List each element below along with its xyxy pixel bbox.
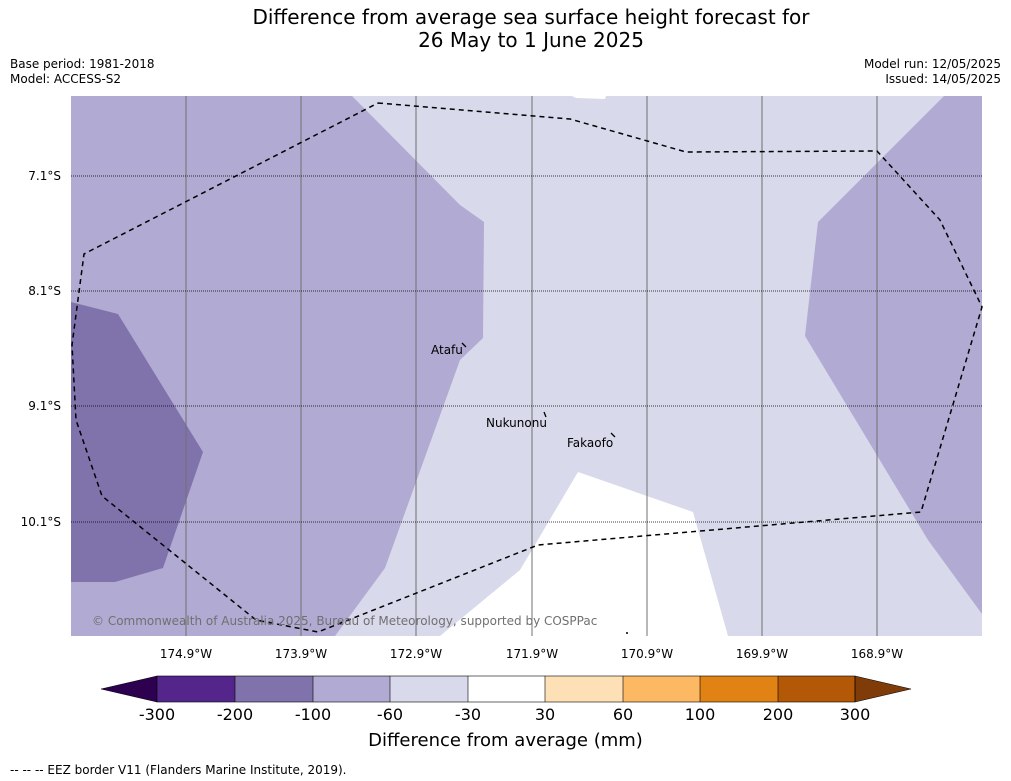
colorbar-swatch bbox=[778, 676, 855, 702]
region-neutral bbox=[440, 472, 728, 636]
lat-label-7-1s: 7.1°S bbox=[28, 169, 61, 183]
region-neutral-top bbox=[572, 96, 606, 99]
colorbar-swatch bbox=[390, 676, 468, 702]
colorbar-tick: -300 bbox=[138, 705, 176, 724]
region-medium-right bbox=[805, 96, 982, 614]
lon-label-172-9w: 172.9°W bbox=[389, 647, 443, 661]
lon-label-174-9w: 174.9°W bbox=[159, 647, 213, 661]
model-name: Model: ACCESS-S2 bbox=[10, 72, 122, 86]
lat-label-8-1s: 8.1°S bbox=[28, 284, 61, 298]
title-line-2: 26 May to 1 June 2025 bbox=[418, 28, 644, 52]
colorbar-frame bbox=[156, 675, 856, 703]
colorbar-swatch bbox=[545, 676, 623, 702]
copyright-notice: © Commonwealth of Australia 2025, Bureau… bbox=[92, 614, 598, 628]
metadata-left: Base period: 1981-2018 Model: ACCESS-S2 bbox=[10, 57, 155, 87]
map-title: Difference from average sea surface heig… bbox=[0, 6, 1011, 52]
eez-border bbox=[71, 102, 983, 633]
colorbar-swatch bbox=[157, 676, 235, 702]
metadata-right: Model run: 12/05/2025 Issued: 14/05/2025 bbox=[864, 57, 1001, 87]
lon-label-170-9w: 170.9°W bbox=[620, 647, 674, 661]
colorbar-swatch bbox=[700, 676, 778, 702]
colorbar-tick: -60 bbox=[376, 705, 404, 724]
colorbar-swatch bbox=[623, 676, 700, 702]
colorbar-swatch bbox=[313, 676, 390, 702]
lon-label-169-9w: 169.9°W bbox=[735, 647, 789, 661]
colorbar-tick: 200 bbox=[762, 705, 794, 724]
base-period: Base period: 1981-2018 bbox=[10, 57, 155, 71]
longitude-gridlines bbox=[185, 96, 878, 636]
lat-label-10-1s: 10.1°S bbox=[20, 515, 61, 529]
place-label-atafu: Atafu bbox=[431, 343, 463, 357]
colorbar bbox=[100, 675, 912, 703]
lon-label-168-9w: 168.9°W bbox=[850, 647, 904, 661]
swains-island-icon bbox=[626, 632, 628, 634]
place-label-nukunonu: Nukunonu bbox=[486, 416, 547, 430]
colorbar-tick: 60 bbox=[612, 705, 634, 724]
issued-date: Issued: 14/05/2025 bbox=[885, 72, 1001, 86]
eez-footnote: -- -- -- EEZ border V11 (Flanders Marine… bbox=[10, 763, 347, 777]
place-label-fakaofo: Fakaofo bbox=[567, 436, 614, 450]
lat-label-9-1s: 9.1°S bbox=[28, 399, 61, 413]
colorbar-tick: -100 bbox=[294, 705, 332, 724]
colorbar-tick: 300 bbox=[839, 705, 871, 724]
title-line-1: Difference from average sea surface heig… bbox=[252, 5, 810, 29]
lon-label-171-9w: 171.9°W bbox=[505, 647, 559, 661]
colorbar-swatch bbox=[235, 676, 313, 702]
colorbar-extend-low bbox=[100, 675, 158, 703]
colorbar-tick: 100 bbox=[684, 705, 716, 724]
colorbar-label: Difference from average (mm) bbox=[368, 730, 643, 751]
model-run: Model run: 12/05/2025 bbox=[863, 57, 1001, 71]
colorbar-dividers bbox=[234, 676, 779, 702]
region-dark bbox=[71, 302, 203, 582]
fakaofo-island-icon bbox=[610, 432, 616, 438]
colorbar-tick: -200 bbox=[216, 705, 254, 724]
nukunonu-island-icon bbox=[543, 411, 547, 418]
lon-label-173-9w: 173.9°W bbox=[274, 647, 328, 661]
colorbar-tick: 30 bbox=[534, 705, 556, 724]
colorbar-extend-high bbox=[854, 675, 912, 703]
colorbar-swatch bbox=[468, 676, 545, 702]
atafu-island-icon bbox=[461, 342, 467, 348]
colorbar-tick: -30 bbox=[454, 705, 482, 724]
